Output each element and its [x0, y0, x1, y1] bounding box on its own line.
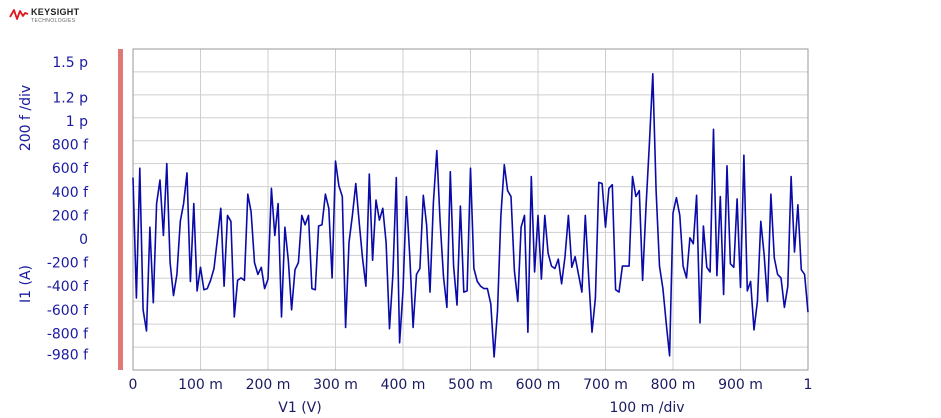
x-tick-label: 200 m — [246, 377, 291, 393]
marker-bar[interactable] — [118, 49, 123, 370]
y-tick-label: 1.2 p — [52, 90, 88, 106]
series-line — [132, 73, 809, 358]
x-tick-label: 0 — [129, 377, 138, 393]
x-tick-label: 500 m — [448, 377, 493, 393]
keysight-wave-icon — [9, 9, 29, 20]
y-tick-label: -600 f — [47, 303, 89, 319]
brand-name: KEYSIGHT — [31, 7, 80, 17]
y-tick-label: -200 f — [47, 256, 89, 272]
y-tick-label: 600 f — [52, 161, 89, 177]
y-tick-label: 400 f — [52, 185, 89, 201]
plot-frame — [132, 48, 809, 371]
x-tick-label: 600 m — [516, 377, 561, 393]
y-tick-label: 1.5 p — [52, 55, 88, 71]
y-tick-label: 200 f — [52, 208, 89, 224]
y-tick-label: 1 p — [66, 114, 88, 130]
y-tick-label: -980 f — [47, 348, 89, 364]
x-tick-label: 800 m — [651, 377, 696, 393]
y-tick-labels: 1.5 p 1.2 p 1 p 800 f 600 f 400 f 200 f 0 -200 f… — [47, 55, 89, 364]
x-tick-label: 300 m — [313, 377, 358, 393]
x-tick-labels: 0 100 m 200 m 300 m 400 m 500 m 600 m 700 m 800 … — [129, 377, 813, 393]
brand-subtitle: TECHNOLOGIES — [31, 18, 76, 24]
x-tick-label: 700 m — [583, 377, 628, 393]
x-scale-label: 100 m /div — [609, 400, 684, 416]
y-scale-label: 200 f /div — [18, 85, 34, 151]
y-tick-label: 800 f — [52, 138, 89, 154]
y-tick-label: -800 f — [47, 326, 89, 342]
x-axis-label: V1 (V) — [278, 400, 321, 416]
y-tick-label: 0 — [79, 232, 88, 248]
y-tick-label: -400 f — [47, 279, 89, 295]
keysight-logo: KEYSIGHT TECHNOLOGIES — [9, 4, 99, 26]
x-tick-label: 900 m — [718, 377, 763, 393]
x-tick-label: 400 m — [381, 377, 426, 393]
x-tick-label: 100 m — [178, 377, 223, 393]
x-tick-label: 1 — [804, 377, 813, 393]
y-axis-label: I1 (A) — [18, 265, 34, 303]
